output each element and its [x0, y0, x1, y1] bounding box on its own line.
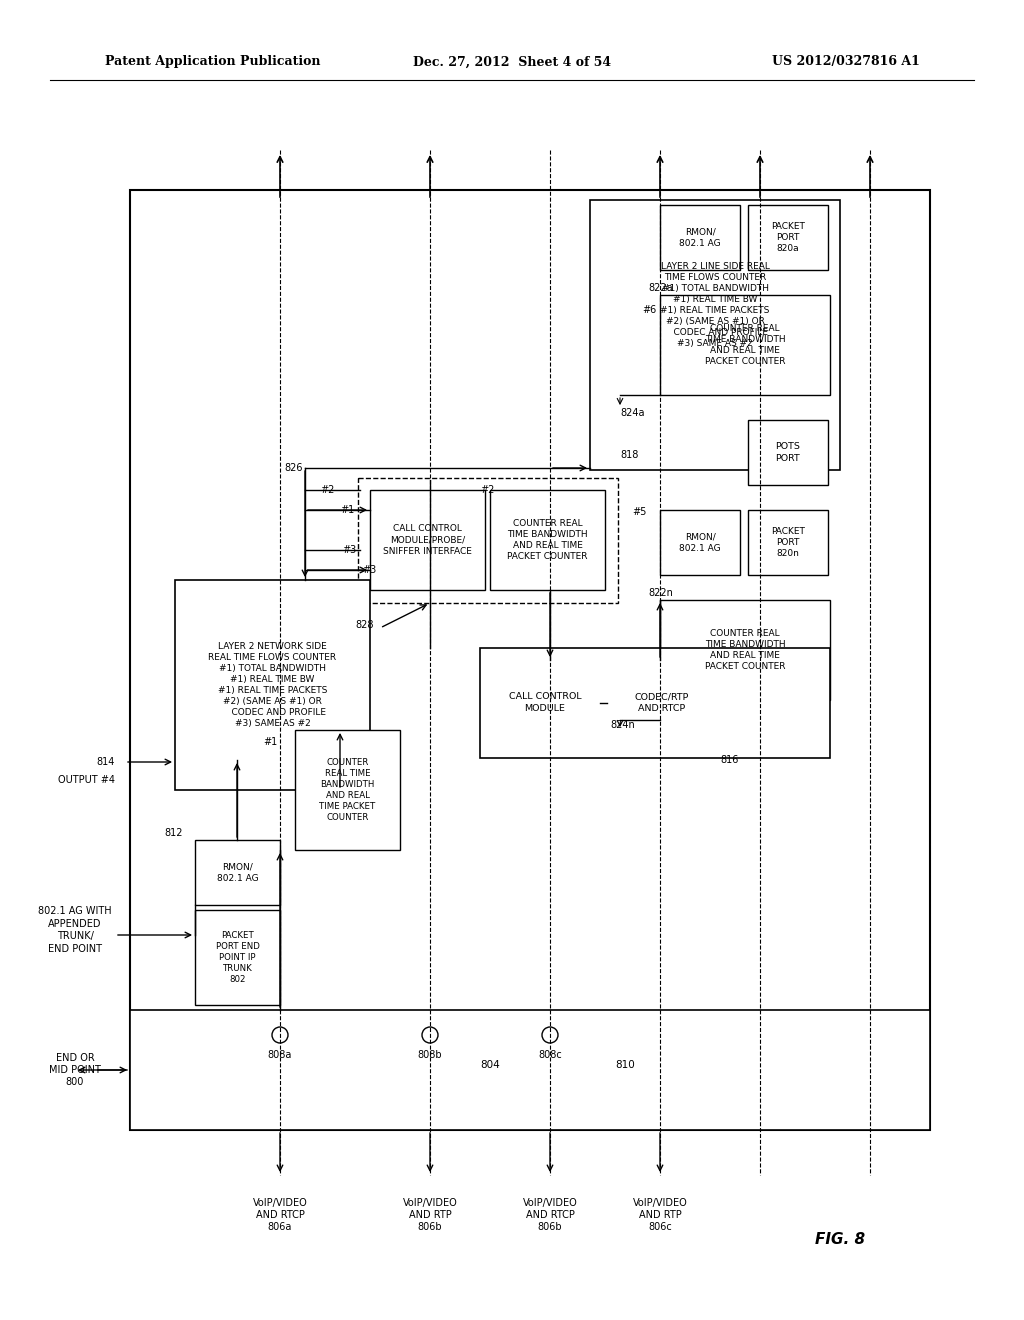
Text: VoIP/VIDEO
AND RTP
806b: VoIP/VIDEO AND RTP 806b	[402, 1197, 458, 1233]
Text: 808b: 808b	[418, 1049, 442, 1060]
Text: 804: 804	[480, 1060, 500, 1071]
Text: US 2012/0327816 A1: US 2012/0327816 A1	[772, 55, 920, 69]
Text: 812: 812	[165, 828, 183, 838]
Text: POTS
PORT: POTS PORT	[775, 442, 801, 462]
Bar	[370, 490, 485, 590]
Text: RMON/
802.1 AG: RMON/ 802.1 AG	[679, 227, 721, 248]
Text: COUNTER REAL
TIME BANDWIDTH
AND REAL TIME
PACKET COUNTER: COUNTER REAL TIME BANDWIDTH AND REAL TIM…	[705, 323, 785, 366]
Text: CALL CONTROL
MODULE: CALL CONTROL MODULE	[509, 693, 582, 713]
Text: COUNTER REAL
TIME BANDWIDTH
AND REAL TIME
PACKET COUNTER: COUNTER REAL TIME BANDWIDTH AND REAL TIM…	[507, 519, 588, 561]
Text: LAYER 2 NETWORK SIDE
REAL TIME FLOWS COUNTER
#1) TOTAL BANDWIDTH
#1) REAL TIME B: LAYER 2 NETWORK SIDE REAL TIME FLOWS COU…	[209, 642, 337, 729]
Text: PACKET
PORT
820a: PACKET PORT 820a	[771, 222, 805, 253]
Text: 810: 810	[615, 1060, 635, 1071]
Text: RMON/
802.1 AG: RMON/ 802.1 AG	[217, 862, 258, 883]
Text: LAYER 2 LINE SIDE REAL
TIME FLOWS COUNTER
#1) TOTAL BANDWIDTH
#1) REAL TIME BW
#: LAYER 2 LINE SIDE REAL TIME FLOWS COUNTE…	[660, 261, 770, 348]
Text: VoIP/VIDEO
AND RTP
806c: VoIP/VIDEO AND RTP 806c	[633, 1197, 687, 1233]
Text: 822a: 822a	[648, 282, 673, 293]
Text: OUTPUT #4: OUTPUT #4	[58, 775, 115, 785]
Text: Dec. 27, 2012  Sheet 4 of 54: Dec. 27, 2012 Sheet 4 of 54	[413, 55, 611, 69]
Text: 814: 814	[96, 756, 115, 767]
Text: #1: #1	[340, 506, 354, 515]
Bar	[490, 660, 600, 744]
Text: 824n: 824n	[610, 719, 635, 730]
Text: END OR
MID POINT
800: END OR MID POINT 800	[49, 1052, 101, 1088]
Text: 818: 818	[620, 450, 638, 459]
Bar	[660, 205, 740, 271]
Text: PACKET
PORT END
POINT IP
TRUNK
802: PACKET PORT END POINT IP TRUNK 802	[216, 931, 259, 985]
Bar	[660, 510, 740, 576]
Bar	[195, 909, 280, 1005]
Bar	[295, 730, 400, 850]
Text: COUNTER REAL
TIME BANDWIDTH
AND REAL TIME
PACKET COUNTER: COUNTER REAL TIME BANDWIDTH AND REAL TIM…	[705, 628, 785, 671]
Bar	[358, 478, 618, 603]
Bar	[130, 190, 930, 1130]
Bar	[748, 205, 828, 271]
Text: VoIP/VIDEO
AND RTCP
806a: VoIP/VIDEO AND RTCP 806a	[253, 1197, 307, 1233]
Text: #3: #3	[342, 545, 356, 554]
Text: 816: 816	[720, 755, 738, 766]
Text: VoIP/VIDEO
AND RTCP
806b: VoIP/VIDEO AND RTCP 806b	[522, 1197, 578, 1233]
Bar	[748, 510, 828, 576]
Text: PACKET
PORT
820n: PACKET PORT 820n	[771, 527, 805, 558]
Text: 824a: 824a	[620, 408, 644, 418]
Text: 828: 828	[355, 620, 374, 630]
Text: 826: 826	[285, 463, 303, 473]
Text: 822n: 822n	[648, 587, 673, 598]
Text: CALL CONTROL
MODULE/PROBE/
SNIFFER INTERFACE: CALL CONTROL MODULE/PROBE/ SNIFFER INTER…	[383, 524, 472, 556]
Text: COUNTER
REAL TIME
BANDWIDTH
AND REAL
TIME PACKET
COUNTER: COUNTER REAL TIME BANDWIDTH AND REAL TIM…	[319, 758, 376, 822]
Bar	[590, 201, 840, 470]
Bar	[175, 579, 370, 789]
Text: #5: #5	[632, 507, 646, 517]
Bar	[607, 660, 717, 744]
Text: #2: #2	[319, 484, 335, 495]
Text: #1: #1	[264, 737, 278, 747]
Text: Patent Application Publication: Patent Application Publication	[105, 55, 321, 69]
Text: 808a: 808a	[268, 1049, 292, 1060]
Bar	[660, 601, 830, 700]
Bar	[130, 1010, 930, 1130]
Text: 802.1 AG WITH
APPENDED
TRUNK/
END POINT: 802.1 AG WITH APPENDED TRUNK/ END POINT	[38, 907, 112, 953]
Text: #6: #6	[642, 305, 656, 315]
Bar	[748, 420, 828, 484]
Text: #2: #2	[480, 484, 495, 495]
Text: #3: #3	[362, 565, 376, 576]
Text: RMON/
802.1 AG: RMON/ 802.1 AG	[679, 532, 721, 553]
Bar	[480, 648, 830, 758]
Text: 808c: 808c	[539, 1049, 562, 1060]
Bar	[660, 294, 830, 395]
Bar	[490, 490, 605, 590]
Text: CODEC/RTP
AND RTCP: CODEC/RTP AND RTCP	[635, 693, 689, 713]
Text: FIG. 8: FIG. 8	[815, 1233, 865, 1247]
Bar	[195, 840, 280, 906]
